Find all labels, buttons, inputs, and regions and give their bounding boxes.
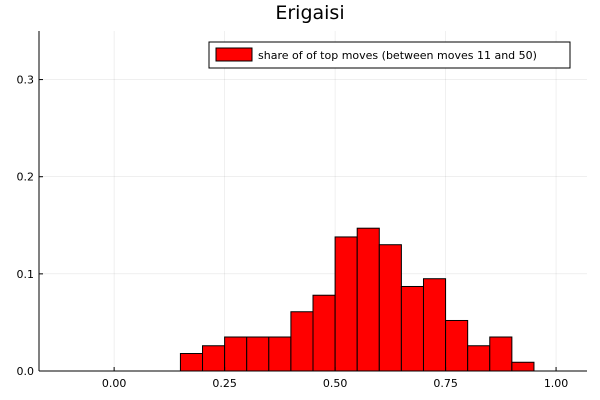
histogram-bar-15 [511,361,535,372]
histogram-bar-12 [445,319,469,372]
legend-swatch [215,47,253,62]
legend-entry: share of of top moves (between moves 11 … [258,49,537,62]
histogram-bar-10 [400,285,424,372]
histogram-bar-3 [246,336,270,372]
x-tick-label-3: 0.75 [433,377,458,390]
x-tick-label-2: 0.50 [323,377,348,390]
bars-layer [179,227,535,372]
ticks-layer: 0.00 0.25 0.50 0.75 1.00 0.0 0.1 0.2 0.3 [17,74,569,390]
histogram-bar-13 [467,345,491,372]
histogram-bar-1 [202,345,226,372]
histogram-bar-14 [489,336,513,372]
x-tick-label-4: 1.00 [544,377,569,390]
histogram-bar-7 [334,236,358,372]
y-tick-label-1: 0.1 [17,268,35,281]
y-tick-label-3: 0.3 [17,74,35,87]
histogram-bar-6 [312,294,336,372]
y-tick-label-2: 0.2 [17,171,35,184]
chart-title: Erigaisi [275,2,344,24]
axes-layer [38,31,587,372]
histogram-bar-8 [356,227,380,372]
x-tick-label-1: 0.25 [212,377,237,390]
histogram-bar-9 [378,244,402,372]
y-tick-label-0: 0.0 [17,365,35,378]
histogram-bar-4 [268,336,292,372]
histogram-bar-5 [290,311,314,372]
histogram-bar-0 [179,353,204,372]
histogram-bar-2 [224,336,248,372]
legend: share of of top moves (between moves 11 … [208,41,571,69]
legend-box [208,41,571,69]
histogram-bar-11 [422,278,447,372]
x-tick-label-0: 0.00 [102,377,127,390]
